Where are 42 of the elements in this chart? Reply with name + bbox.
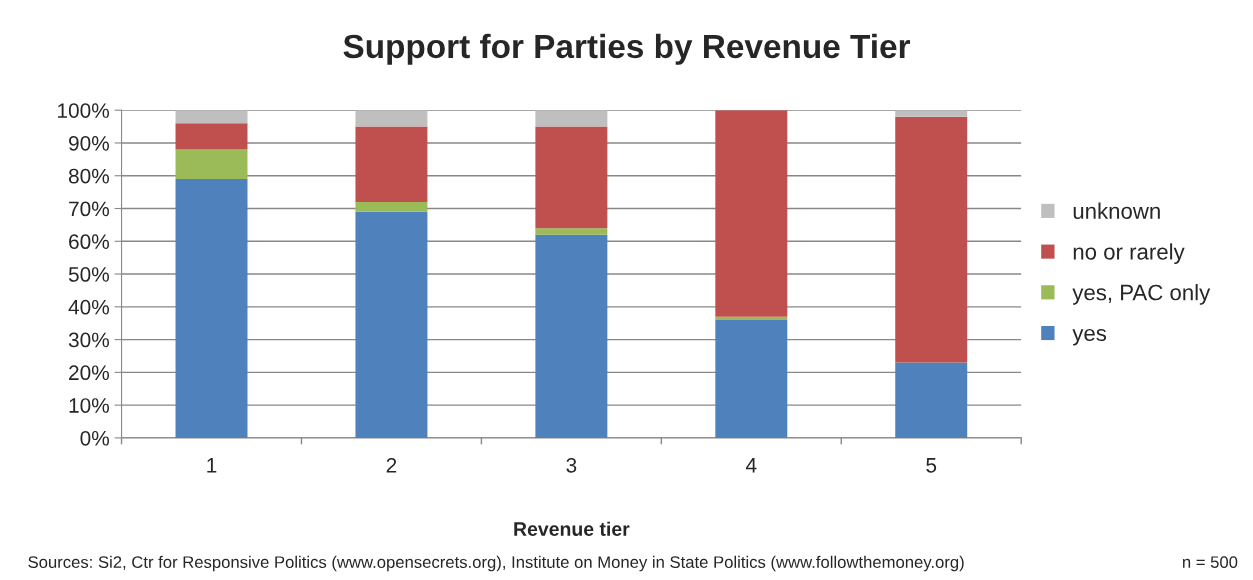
bar (175, 149, 248, 180)
text: n = 500 (1183, 556, 1238, 569)
bar (175, 110, 248, 124)
y-tick-label: 20% (69, 365, 109, 381)
legend-label: yes (1072, 328, 1107, 346)
x-tick-label: 5 (926, 458, 937, 473)
y-tick-label: 90% (69, 135, 109, 151)
y-tick-label: 80% (68, 168, 109, 184)
x-tick-label: 1 (207, 458, 217, 473)
bar (535, 126, 608, 229)
y-tick-label: 30% (68, 332, 109, 348)
source-note: Sources: Si2, Ctr for Responsive Politics (www.opensecrets.org), Institute on Money in State Politics (www.followthemoney.org) (28, 555, 964, 572)
bar (895, 110, 968, 117)
legend-label: no or rarely (1073, 243, 1185, 265)
y-tick-label: 10% (69, 398, 109, 413)
x-tick-label: 3 (566, 457, 577, 473)
bar (535, 228, 608, 235)
y-tick-label: 40% (68, 299, 109, 315)
bar (355, 201, 428, 212)
x-axis-title: Revenue tier (514, 521, 630, 536)
bar (175, 179, 248, 438)
y-tick-label: 70% (69, 201, 109, 217)
y-tick-label: 50% (68, 267, 109, 282)
legend-label: yes, PAC only (1072, 284, 1211, 305)
x-tick-label: 2 (386, 457, 397, 473)
y-tick-label: 0% (80, 430, 109, 446)
bar (715, 110, 788, 317)
bar (895, 116, 968, 363)
legend-label: unknown (1073, 202, 1160, 219)
bar (715, 319, 788, 438)
bar (535, 110, 608, 127)
y-tick-label: 100% (58, 103, 109, 118)
bar (175, 123, 248, 150)
bar (355, 110, 428, 127)
bar (715, 316, 788, 320)
bar (895, 362, 968, 438)
y-tick-label: 60% (69, 234, 109, 250)
x-tick-label: 4 (745, 458, 757, 473)
chart-title: Support for Parties by Revenue Tier (343, 33, 911, 65)
bar (355, 126, 428, 202)
bar (355, 211, 428, 438)
bar (535, 234, 608, 438)
